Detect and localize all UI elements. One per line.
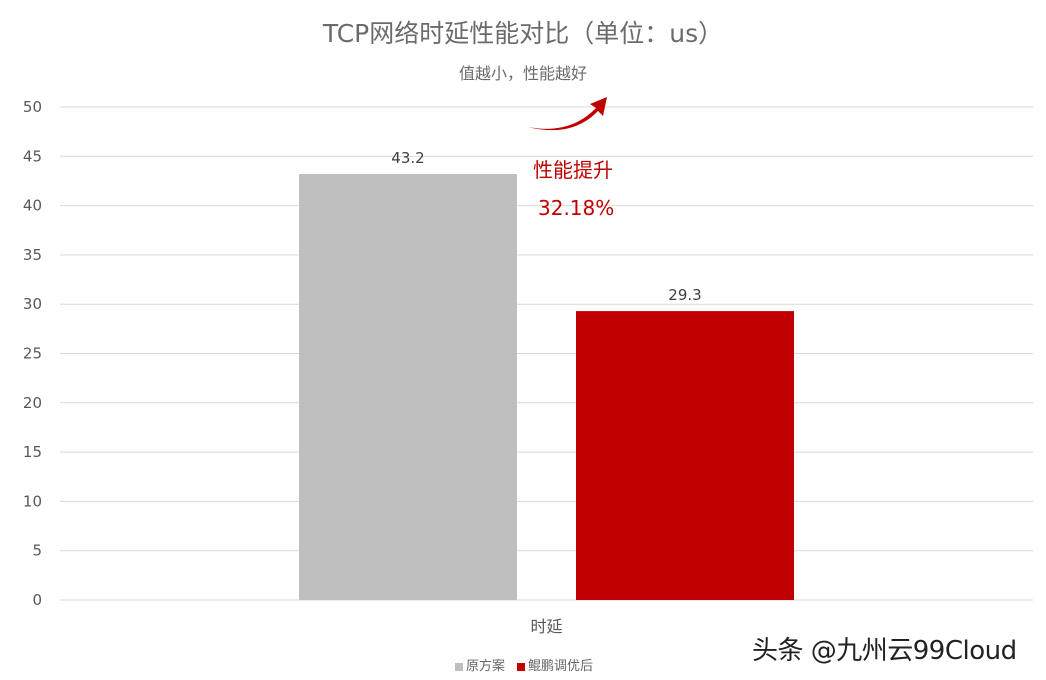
y-tick-label: 20 xyxy=(23,394,42,412)
legend-label: 鲲鹏调优后 xyxy=(528,659,594,674)
y-tick-label: 15 xyxy=(23,443,42,461)
legend-swatch xyxy=(455,662,463,671)
y-tick-label: 40 xyxy=(23,197,42,215)
legend-item-original: 原方案 xyxy=(455,655,505,674)
data-label: 29.3 xyxy=(668,286,701,304)
y-tick-label: 10 xyxy=(23,492,42,510)
legend-label: 原方案 xyxy=(466,659,506,674)
arrow-icon xyxy=(528,97,607,131)
y-tick-label: 25 xyxy=(23,345,42,363)
watermark: 头条 @九州云99Cloud xyxy=(752,636,1017,666)
y-tick-label: 45 xyxy=(23,147,42,165)
bar xyxy=(299,174,517,600)
annotation-value: 32.18% xyxy=(538,196,615,220)
chart-subtitle: 值越小，性能越好 xyxy=(458,64,587,83)
y-tick-label: 30 xyxy=(23,295,42,313)
annotation-label: 性能提升 xyxy=(533,158,613,182)
legend: 原方案 鲲鹏调优后 xyxy=(455,655,593,674)
y-tick-label: 5 xyxy=(32,542,42,560)
y-tick-label: 0 xyxy=(32,591,42,609)
bar xyxy=(576,311,794,600)
y-tick-label: 50 xyxy=(23,98,42,116)
chart-title: TCP网络时延性能对比（单位：us） xyxy=(322,19,724,48)
legend-item-kunpeng: 鲲鹏调优后 xyxy=(517,655,593,674)
x-tick-label: 时延 xyxy=(530,617,562,636)
legend-swatch xyxy=(517,662,526,671)
data-label: 43.2 xyxy=(391,149,424,167)
y-tick-label: 35 xyxy=(23,246,42,264)
